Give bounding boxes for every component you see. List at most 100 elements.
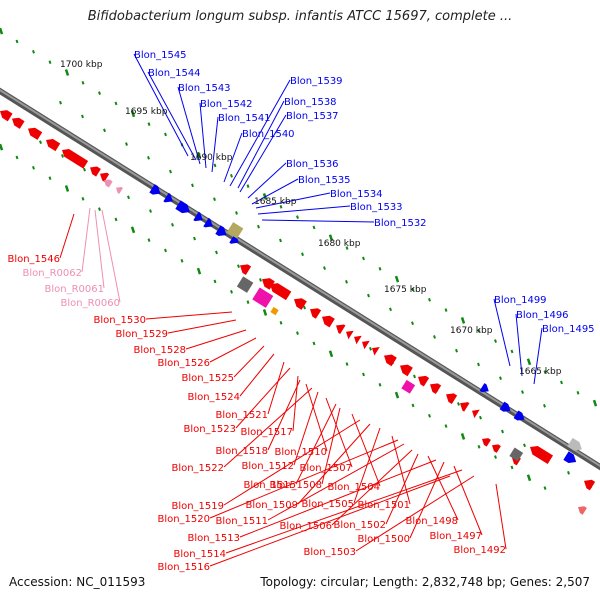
inner-tick-dot: [521, 390, 524, 394]
reverse-cds-arrow: [270, 283, 292, 301]
outer-tick-dot-lower: [81, 196, 85, 201]
inner-tick-dot: [433, 335, 436, 339]
forward-gene-label: Blon_1542: [200, 99, 253, 110]
outer-tick-dot-lower: [444, 424, 448, 428]
reverse-cds-arrow: [492, 444, 501, 453]
reverse-gene-label: Blon_1521: [215, 410, 268, 421]
inner-tick-dot-lower: [39, 140, 42, 144]
outer-tick-dot: [64, 69, 70, 76]
reverse-gene-label: Blon_1514: [173, 549, 226, 560]
forward-gene-label: Blon_1534: [330, 189, 383, 200]
forward-gene-label: Blon_1532: [374, 218, 427, 229]
inner-tick-dot: [455, 348, 458, 353]
inner-tick-dot-lower: [501, 429, 504, 434]
inner-tick-dot: [323, 266, 326, 270]
inner-tick-dot-lower: [61, 154, 64, 158]
outer-tick-dot-lower: [246, 300, 250, 304]
inner-tick-dot-lower: [171, 223, 174, 227]
reverse-gene-label: Blon_1511: [215, 516, 268, 527]
reverse-gene-label: Blon_1507: [299, 463, 352, 474]
leader-line: [239, 114, 287, 193]
olive-feature: [226, 222, 244, 239]
leader-line: [292, 375, 299, 432]
forward-cds-arrow: [163, 192, 173, 203]
forward-cds-arrow: [175, 200, 190, 214]
leader-line: [409, 461, 445, 539]
leader-line: [185, 329, 247, 350]
outer-tick-dot: [477, 328, 481, 333]
outer-tick-dot-lower: [328, 350, 334, 358]
reverse-cds-arrow: [578, 506, 587, 515]
forward-gene-label: Blon_1540: [242, 129, 295, 140]
reverse-gene-label: Blon_1515: [243, 480, 296, 491]
gene-features: [0, 110, 596, 515]
scale-label: 1700 kbp: [60, 60, 103, 70]
reverse-gene-label: Blon_1518: [215, 446, 268, 457]
reverse-gene-label: Blon_1506: [279, 521, 332, 532]
forward-cds-arrow: [149, 184, 161, 195]
inner-tick-dot-lower: [127, 195, 130, 200]
scale-labels: 1700 kbp 1695 kbp 1690 kbp 1685 kbp 1680 kbp…: [60, 60, 562, 377]
outer-tick-dot-lower: [312, 341, 316, 346]
reverse-gene-label: Blon_1524: [187, 392, 240, 403]
outer-tick-dot: [576, 390, 580, 395]
reverse-gene-label: Blon_1503: [303, 547, 356, 558]
inner-tick-dot-lower: [413, 374, 416, 379]
inner-tick-dot: [499, 376, 502, 381]
leader-line: [385, 453, 419, 525]
forward-gene-label: Blon_1537: [286, 111, 339, 122]
reverse-cds-arrow: [310, 308, 322, 319]
outer-tick-dot-lower: [262, 309, 268, 316]
outer-tick-dot: [411, 287, 415, 292]
forward-gene-label: Blon_1545: [134, 50, 187, 61]
rna-gene-label: Blon_R0062: [23, 268, 83, 279]
forward-cds-arrow: [563, 451, 577, 463]
leader-line: [235, 367, 291, 429]
reverse-cds-arrow: [418, 375, 430, 387]
reverse-gene-label: Blon_1492: [453, 545, 506, 556]
inner-tick-dot-lower: [193, 236, 196, 241]
outer-tick-dot: [279, 204, 283, 209]
reverse-gene-label: Blon_1502: [333, 520, 386, 531]
leader-line: [239, 459, 437, 538]
summary-text: Topology: circular; Length: 2,832,748 bp…: [260, 575, 590, 589]
outer-tick-dot: [296, 215, 299, 219]
inner-tick-dot: [103, 128, 106, 133]
outer-tick-dot: [560, 380, 563, 385]
leader-line: [209, 439, 399, 519]
reverse-gene-label: Blon_1512: [241, 461, 294, 472]
leader-line: [209, 475, 451, 567]
leader-line: [261, 219, 375, 223]
forward-cds-arrow: [499, 401, 511, 412]
forward-gene-label: Blon_1536: [286, 159, 339, 170]
leader-line: [133, 53, 189, 157]
outer-tick-dot-lower: [411, 403, 415, 408]
outer-tick-dot-lower: [98, 207, 101, 211]
forward-cds-arrow: [479, 383, 489, 393]
leader-line: [94, 209, 105, 289]
leader-line: [305, 383, 328, 452]
reverse-gene-label: Blon_1528: [133, 345, 186, 356]
inner-tick-dot: [59, 100, 62, 105]
outer-tick-dot-lower: [64, 185, 70, 192]
reverse-cds-arrow: [384, 354, 397, 367]
scale-label: 1680 kbp: [318, 239, 361, 249]
outer-tick-dot-lower: [180, 258, 184, 263]
reverse-cds-arrow: [240, 264, 252, 275]
leader-line: [145, 311, 233, 320]
outer-tick-dot: [213, 163, 217, 168]
reverse-cds-arrow: [294, 298, 307, 310]
outer-tick-dot: [196, 151, 202, 159]
forward-gene-label: Blon_1499: [494, 295, 547, 306]
forward-gene-label: Blon_1539: [290, 76, 343, 87]
leader-line: [237, 100, 285, 189]
leader-line: [267, 443, 405, 521]
scale-label: 1695 kbp: [125, 107, 168, 117]
leader-line: [533, 327, 543, 385]
outer-tick-dot: [526, 358, 532, 366]
leader-line: [251, 178, 299, 205]
grey-arrow: [567, 437, 582, 451]
reverse-cds-arrow: [530, 445, 553, 465]
outer-tick-dot: [543, 370, 547, 374]
leader-line: [351, 413, 381, 487]
